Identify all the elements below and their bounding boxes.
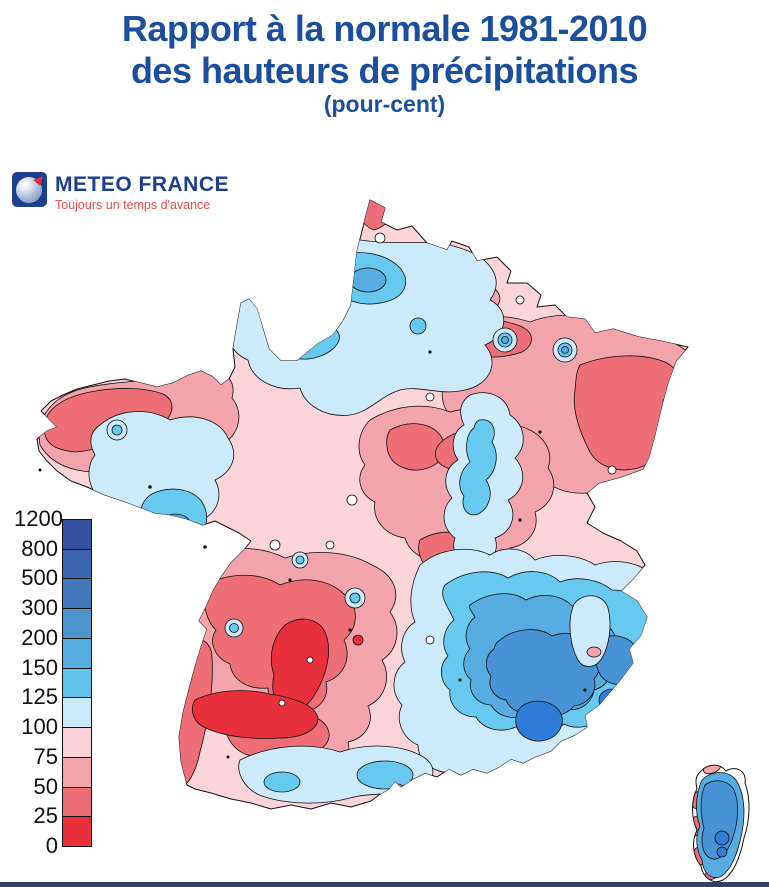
legend-band-300-500 — [62, 578, 92, 610]
precipitation-contours — [38, 200, 745, 881]
logo-brand-name: METEO FRANCE — [55, 173, 229, 196]
legend-band-0-25 — [62, 816, 92, 847]
globe-icon — [16, 177, 42, 203]
page-title: Rapport à la normale 1981-2010 des haute… — [0, 8, 769, 118]
title-line-2: des hauteurs de précipitations — [130, 50, 639, 92]
legend-label-50: 50 — [33, 773, 58, 799]
title-unit: (pour-cent) — [323, 91, 446, 118]
legend-band-25-50 — [62, 786, 92, 818]
meteo-france-logo-icon — [12, 172, 47, 207]
contour-dots — [288, 350, 622, 692]
legend-label-25: 25 — [33, 803, 58, 829]
legend-band-150-200 — [62, 637, 92, 669]
bottom-bar — [0, 882, 769, 887]
legend-color-scale: 1200 800 500 300 200 150 125 100 75 50 25 0 — [14, 506, 110, 858]
legend-label-1200: 1200 — [14, 506, 63, 531]
meteo-france-logo: METEO FRANCE Toujours un temps d'avance — [12, 172, 229, 212]
islets — [38, 468, 230, 759]
legend-label-200: 200 — [21, 624, 58, 650]
legend-label-75: 75 — [33, 743, 58, 769]
corsica-outline — [692, 764, 750, 883]
legend-label-300: 300 — [21, 595, 58, 621]
legend-label-800: 800 — [21, 535, 58, 561]
legend-label-500: 500 — [21, 565, 58, 591]
legend-label-125: 125 — [21, 684, 58, 710]
legend-band-50-75 — [62, 756, 92, 788]
logo-tagline: Toujours un temps d'avance — [55, 198, 211, 212]
legend-band-125-150 — [62, 667, 92, 699]
logo-text: METEO FRANCE Toujours un temps d'avance — [55, 172, 229, 212]
legend-band-75-100 — [62, 727, 92, 758]
legend-band-800-1200 — [62, 519, 92, 550]
legend-band-500-800 — [62, 548, 92, 580]
legend-label-0: 0 — [45, 833, 58, 858]
legend-band-100-125 — [62, 697, 92, 729]
legend-band-200-300 — [62, 608, 92, 639]
legend-label-100: 100 — [21, 714, 58, 740]
title-line-1: Rapport à la normale 1981-2010 — [121, 8, 648, 49]
legend-label-150: 150 — [21, 654, 58, 680]
